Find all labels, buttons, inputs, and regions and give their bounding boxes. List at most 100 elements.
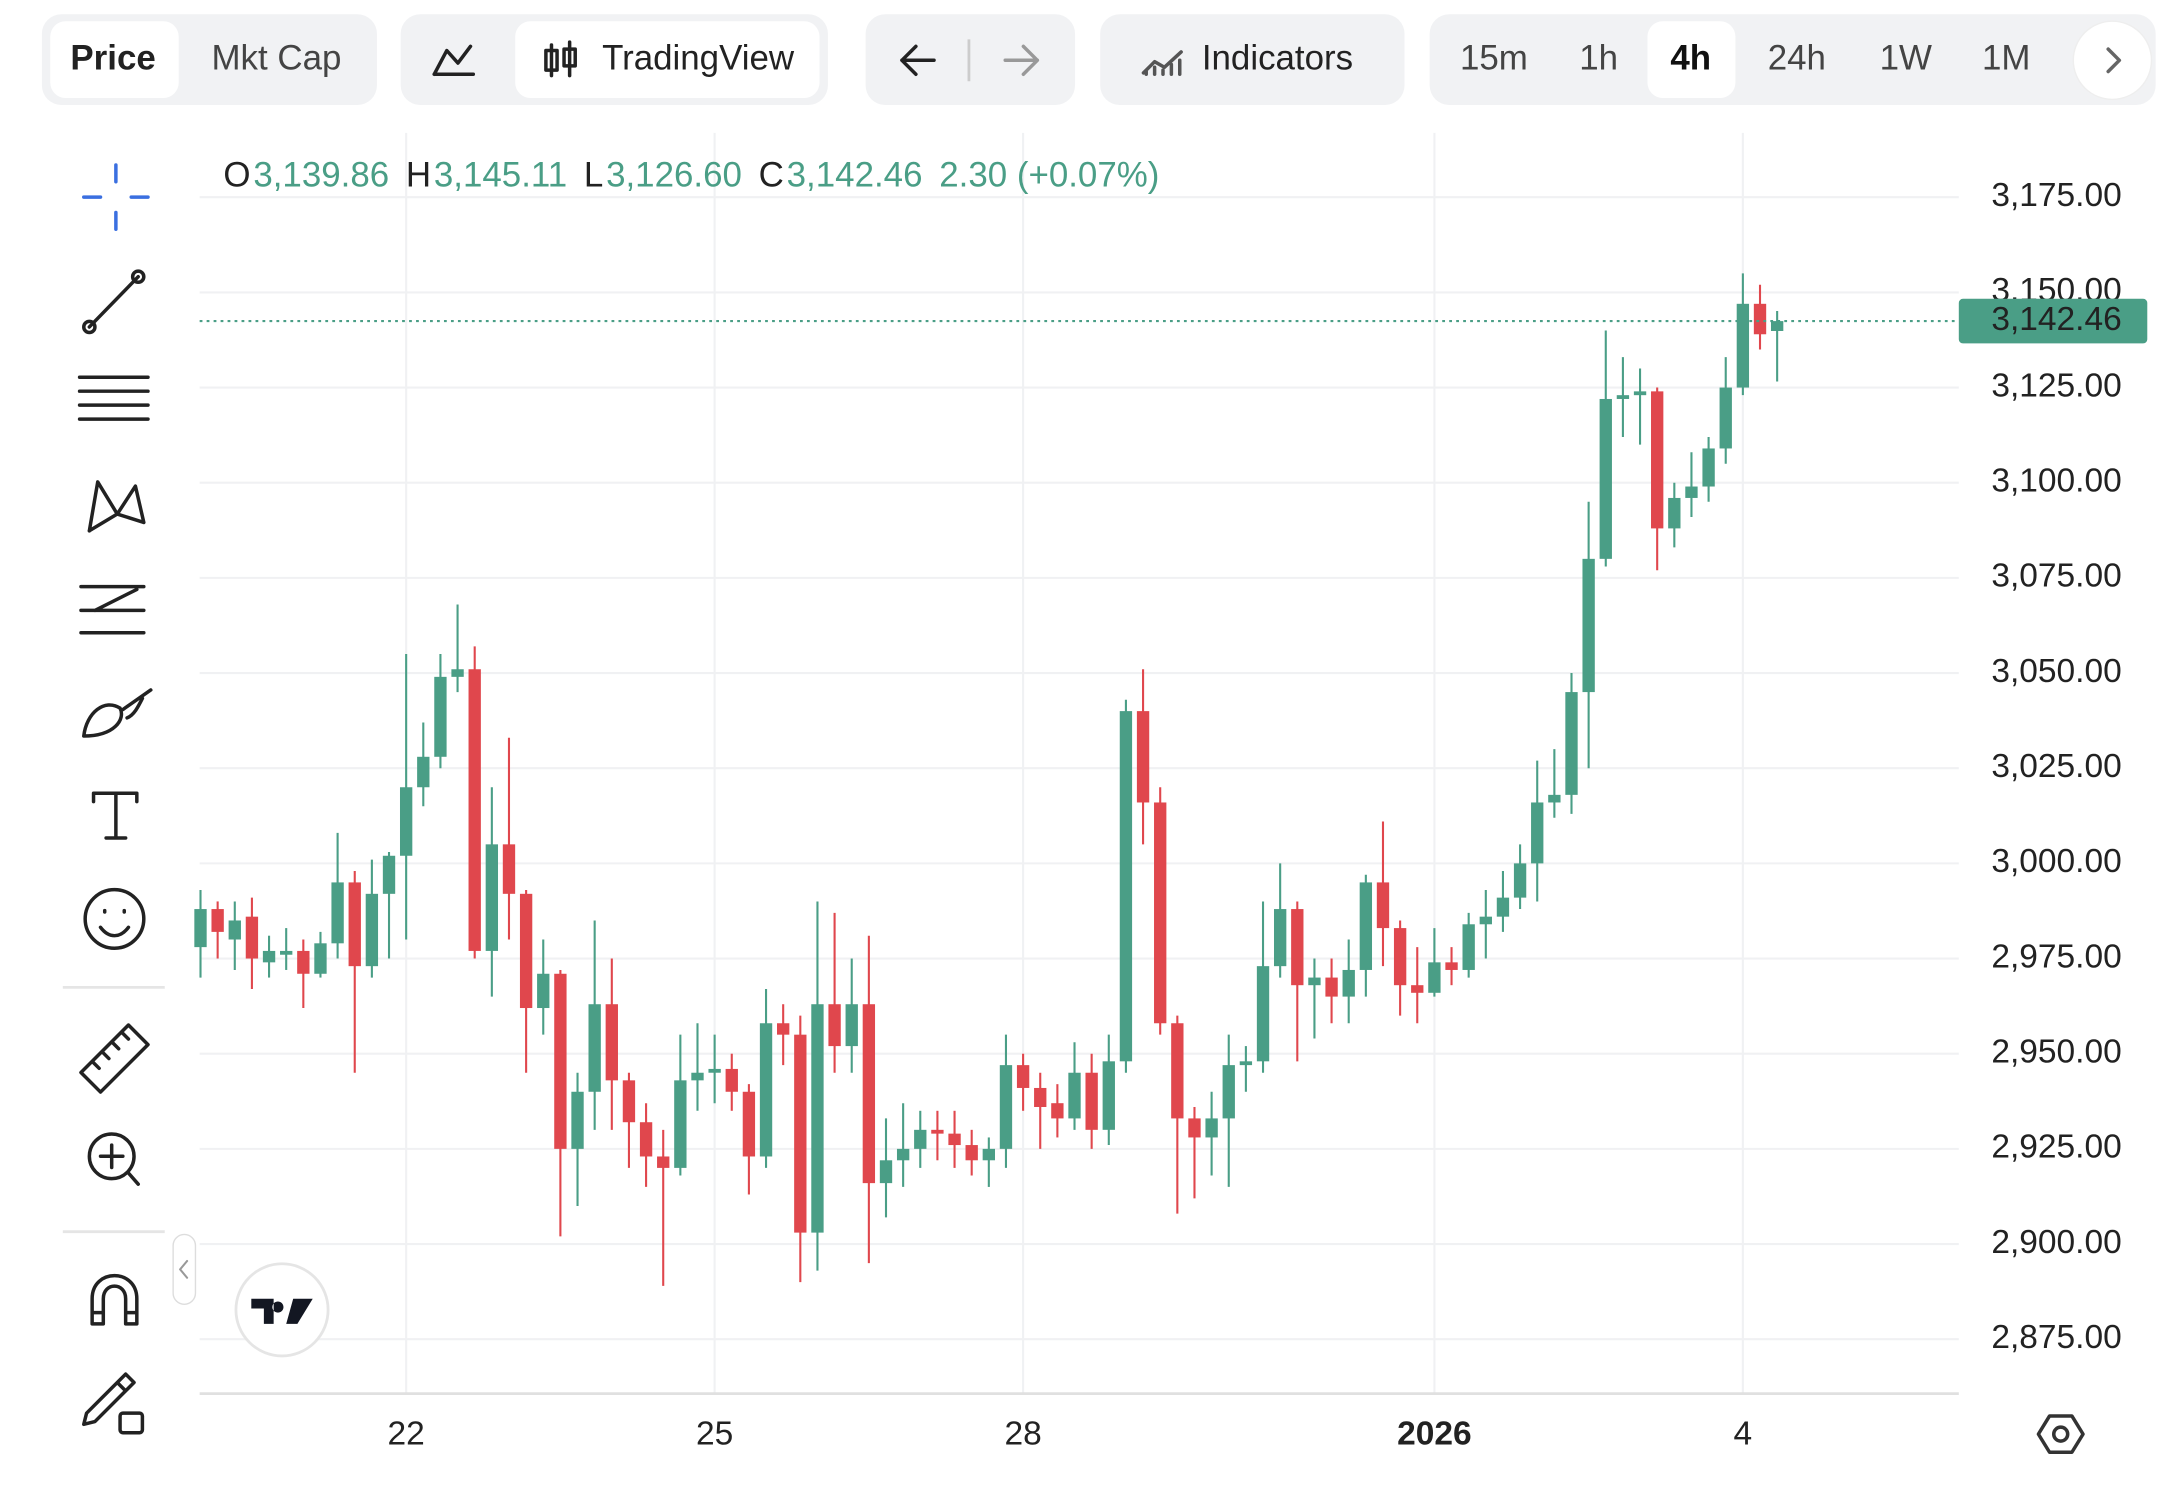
candle-body — [1445, 962, 1458, 970]
candle-body — [1016, 1065, 1030, 1088]
interval-button[interactable]: 1W — [1880, 39, 1932, 78]
active-interval[interactable] — [1647, 21, 1736, 98]
indicators-button[interactable] — [1100, 14, 1405, 105]
candle-body — [674, 1080, 687, 1168]
candle-body — [1565, 692, 1578, 795]
candle-body — [1633, 391, 1647, 396]
candle-body — [228, 920, 241, 940]
collapse-icon — [179, 1259, 189, 1279]
candle-body — [1119, 711, 1133, 1062]
candle-body — [811, 1004, 824, 1233]
candle-body — [537, 973, 550, 1009]
magnet-tool[interactable] — [90, 1274, 139, 1326]
lock-icon — [118, 1411, 145, 1435]
candle-body — [1342, 969, 1355, 997]
x-tick-label: 25 — [696, 1415, 733, 1452]
undo-button[interactable] — [900, 44, 936, 77]
interval-button[interactable]: 15m — [1460, 39, 1528, 78]
interval-button[interactable]: 24h — [1768, 39, 1826, 78]
candle-body — [1411, 985, 1424, 993]
scroll-button[interactable] — [2072, 20, 2153, 101]
candle-body — [896, 1148, 910, 1161]
fib-tool[interactable] — [77, 375, 150, 421]
interval-button[interactable]: 1M — [1982, 39, 2030, 78]
candle-body — [1376, 882, 1390, 929]
candle-body — [1668, 497, 1681, 529]
zoom-tool[interactable] — [87, 1132, 136, 1181]
candle-body — [1085, 1072, 1098, 1130]
trend-line-tool[interactable] — [87, 274, 140, 329]
x-tick-label: 2026 — [1397, 1415, 1472, 1452]
candle-body — [1753, 303, 1767, 335]
tradingview-button[interactable] — [515, 21, 820, 98]
candle-body — [554, 973, 567, 1149]
settings-button[interactable] — [2036, 1414, 2085, 1455]
price-button[interactable] — [50, 21, 179, 98]
x-tick-label: 4 — [1734, 1415, 1753, 1452]
collapse-handle[interactable] — [172, 1233, 197, 1305]
candle-body — [622, 1080, 636, 1123]
legend-key: H — [406, 156, 431, 195]
candle-body — [742, 1091, 756, 1157]
redo-button[interactable] — [1003, 44, 1040, 77]
candle-body — [879, 1160, 893, 1184]
candle-body — [1479, 916, 1492, 925]
legend-value: 3,142.46 — [787, 156, 923, 195]
interval-button[interactable]: 4h — [1670, 39, 1711, 78]
candle-body — [1428, 962, 1441, 993]
emoji-tool[interactable] — [83, 887, 146, 950]
x-tick-label: 22 — [388, 1415, 425, 1452]
candle-body — [434, 676, 447, 757]
projection-tool[interactable] — [79, 584, 146, 635]
indicators-label[interactable]: Indicators — [1202, 39, 1353, 78]
tradingview-label[interactable]: TradingView — [602, 39, 795, 78]
line-chart-button[interactable] — [432, 44, 476, 77]
candle-body — [1051, 1103, 1064, 1119]
indicators-icon — [1141, 50, 1183, 77]
emoji-face — [98, 908, 131, 938]
candle-body — [365, 893, 379, 967]
candle-body — [1599, 398, 1612, 559]
candle-body — [502, 844, 516, 894]
crosshair-tool[interactable] — [82, 163, 150, 231]
candle-body — [280, 950, 293, 955]
candle-body — [331, 882, 344, 944]
y-tick-label: 2,875.00 — [1991, 1319, 2121, 1356]
candle-body — [1513, 863, 1527, 898]
candle-body — [399, 787, 413, 856]
last-price-label: 3,142.46 — [1991, 301, 2121, 338]
legend-value: 3,145.11 — [434, 156, 567, 195]
brush-tool[interactable] — [82, 688, 153, 738]
interval-list: 15m 1h 4h 24h 1W 1M — [1460, 39, 2031, 78]
candle-body — [999, 1065, 1013, 1149]
candle-body — [382, 855, 396, 894]
candle-body — [1154, 802, 1167, 1024]
candle-body — [1273, 909, 1287, 967]
candle-body — [194, 909, 207, 948]
candle-body — [1222, 1065, 1235, 1119]
candle-body — [1702, 448, 1715, 487]
y-tick-label: 2,950.00 — [1991, 1034, 2121, 1071]
x-tick-label: 28 — [1004, 1415, 1041, 1452]
candle-body — [1719, 387, 1732, 449]
mkt-cap-button[interactable]: Mkt Cap — [211, 39, 341, 78]
candle-body — [914, 1129, 927, 1149]
pattern-tool[interactable] — [87, 480, 146, 533]
y-tick-label: 3,075.00 — [1991, 558, 2121, 595]
candle-body — [1582, 558, 1595, 693]
text-tool[interactable] — [91, 791, 139, 840]
settings-icon — [2051, 1425, 2070, 1443]
interval-group — [1429, 14, 2156, 105]
interval-button[interactable]: 1h — [1579, 39, 1618, 78]
candle-body — [211, 909, 224, 932]
candle-body — [468, 669, 481, 951]
ruler-tool[interactable] — [79, 1023, 150, 1094]
y-tick-label: 3,100.00 — [1991, 463, 2121, 500]
candle-body — [725, 1068, 738, 1092]
candle-body — [605, 1004, 618, 1081]
price-label[interactable]: Price — [70, 39, 155, 78]
lock-drawings-tool[interactable] — [82, 1372, 136, 1427]
legend-key: C — [759, 156, 784, 195]
y-tick-label: 3,000.00 — [1991, 843, 2121, 880]
